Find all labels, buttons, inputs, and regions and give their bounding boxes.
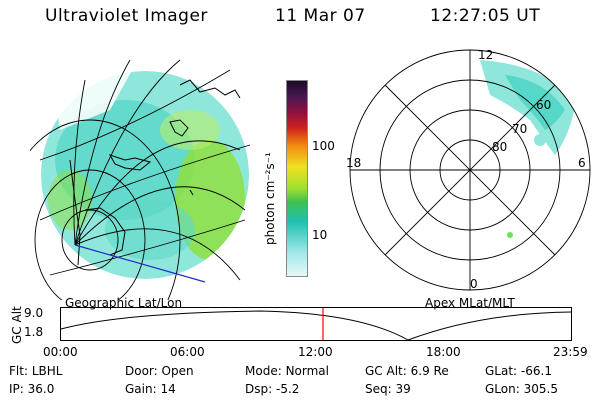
- mlt-label-0: 0: [470, 277, 478, 291]
- time-tick-2359: 23:59: [553, 345, 588, 359]
- mlt-label-6: 6: [578, 156, 586, 170]
- intensity-colorbar: [286, 80, 308, 277]
- right-plot-caption: Apex MLat/MLT: [425, 296, 515, 310]
- info-ip: IP: 36.0: [9, 382, 55, 396]
- header-time: 12:27:05 UT: [430, 6, 541, 26]
- time-tick-1200: 12:00: [298, 345, 333, 359]
- info-glat: GLat: -66.1: [485, 364, 552, 378]
- time-tick-0600: 06:00: [170, 345, 205, 359]
- time-tick-0000: 00:00: [43, 345, 78, 359]
- mlt-label-12: 12: [478, 48, 494, 62]
- polar-mlat-mlt-plot: [349, 49, 591, 291]
- info-door: Door: Open: [125, 364, 194, 378]
- info-gc-alt: GC Alt: 6.9 Re: [365, 364, 449, 378]
- gc-alt-tick-high: 9.0: [24, 306, 44, 320]
- mlat-label-70: 70: [512, 122, 528, 136]
- mlat-label-80: 80: [492, 140, 508, 154]
- gc-alt-timeline: [60, 307, 572, 341]
- info-flt: Flt: LBHL: [9, 364, 63, 378]
- gc-alt-ylabel: GC Alt: [10, 306, 24, 344]
- info-mode: Mode: Normal: [245, 364, 329, 378]
- info-glon: GLon: 305.5: [485, 382, 558, 396]
- colorbar-tick-10: 10: [312, 228, 328, 242]
- colorbar-tick-100: 100: [312, 139, 335, 153]
- time-tick-1800: 18:00: [426, 345, 461, 359]
- imager-title: Ultraviolet Imager: [45, 6, 208, 26]
- mlat-label-60: 60: [536, 98, 552, 112]
- info-seq: Seq: 39: [365, 382, 411, 396]
- left-map-caption: Geographic Lat/Lon: [65, 296, 183, 310]
- info-gain: Gain: 14: [125, 382, 176, 396]
- geographic-map: [30, 59, 251, 300]
- colorbar-unit-label: photon cm⁻²s⁻¹: [263, 152, 277, 245]
- info-dsp: Dsp: -5.2: [245, 382, 300, 396]
- gc-alt-tick-low: 1.8: [24, 325, 44, 339]
- header-date: 11 Mar 07: [275, 6, 366, 26]
- mlt-label-18: 18: [346, 156, 362, 170]
